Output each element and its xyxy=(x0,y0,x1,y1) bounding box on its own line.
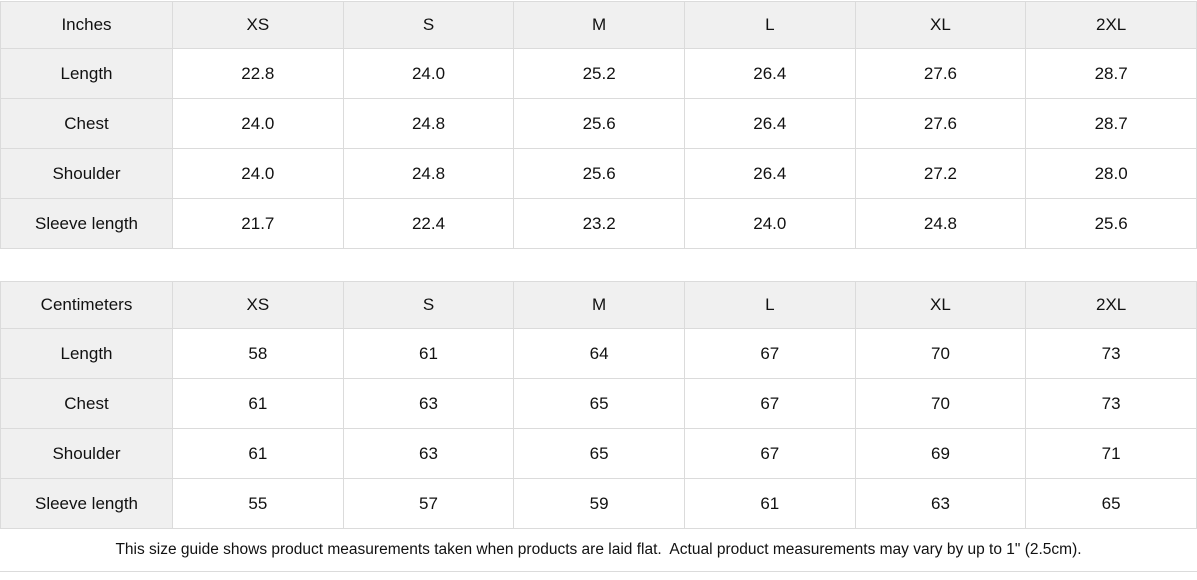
measurement-cell: 67 xyxy=(683,428,856,479)
table-row-sleeve-length: Sleeve length 55 57 59 61 63 65 xyxy=(0,478,1197,529)
measurement-cell: 73 xyxy=(1025,378,1197,429)
measurement-cell: 59 xyxy=(513,478,685,529)
measurement-cell: 63 xyxy=(342,428,515,479)
measurement-cell: 25.6 xyxy=(513,98,685,149)
measurement-cell: 69 xyxy=(854,428,1027,479)
row-label: Length xyxy=(0,48,173,99)
column-header-xs: XS xyxy=(172,281,344,329)
measurement-cell: 24.0 xyxy=(172,148,344,199)
column-header-2xl: 2XL xyxy=(1025,1,1197,49)
column-header-m: M xyxy=(513,281,685,329)
row-label: Length xyxy=(0,328,173,379)
measurement-cell: 65 xyxy=(513,428,685,479)
measurement-cell: 67 xyxy=(683,378,856,429)
table-row-length: Length 58 61 64 67 70 73 xyxy=(0,328,1197,379)
measurement-cell: 61 xyxy=(683,478,856,529)
measurement-cell: 63 xyxy=(854,478,1027,529)
row-label: Sleeve length xyxy=(0,198,173,249)
row-label: Sleeve length xyxy=(0,478,173,529)
row-label: Chest xyxy=(0,378,173,429)
column-header-m: M xyxy=(513,1,685,49)
measurement-cell: 61 xyxy=(342,328,515,379)
table-row-shoulder: Shoulder 61 63 65 67 69 71 xyxy=(0,428,1197,479)
column-header-2xl: 2XL xyxy=(1025,281,1197,329)
measurement-cell: 27.6 xyxy=(854,48,1027,99)
column-header-xs: XS xyxy=(172,1,344,49)
measurement-cell: 28.0 xyxy=(1025,148,1197,199)
measurement-cell: 61 xyxy=(172,378,344,429)
measurement-cell: 24.0 xyxy=(342,48,515,99)
measurement-cell: 22.4 xyxy=(342,198,515,249)
measurement-cell: 64 xyxy=(513,328,685,379)
measurement-cell: 25.6 xyxy=(1025,198,1197,249)
measurement-cell: 65 xyxy=(513,378,685,429)
measurement-cell: 70 xyxy=(854,328,1027,379)
measurement-cell: 73 xyxy=(1025,328,1197,379)
size-guide-disclaimer: This size guide shows product measuremen… xyxy=(0,529,1197,572)
measurement-cell: 26.4 xyxy=(683,48,856,99)
measurement-cell: 22.8 xyxy=(172,48,344,99)
measurement-cell: 23.2 xyxy=(513,198,685,249)
measurement-cell: 21.7 xyxy=(172,198,344,249)
inches-header-row: Inches XS S M L XL 2XL xyxy=(0,1,1197,49)
column-header-s: S xyxy=(342,1,515,49)
unit-header-centimeters: Centimeters xyxy=(0,281,173,329)
measurement-cell: 28.7 xyxy=(1025,48,1197,99)
measurement-cell: 24.0 xyxy=(172,98,344,149)
column-header-l: L xyxy=(683,281,856,329)
column-header-xl: XL xyxy=(854,1,1027,49)
centimeters-header-row: Centimeters XS S M L XL 2XL xyxy=(0,281,1197,329)
measurement-cell: 27.6 xyxy=(854,98,1027,149)
measurement-cell: 70 xyxy=(854,378,1027,429)
measurement-cell: 24.0 xyxy=(683,198,856,249)
table-row-length: Length 22.8 24.0 25.2 26.4 27.6 28.7 xyxy=(0,48,1197,99)
measurement-cell: 61 xyxy=(172,428,344,479)
measurement-cell: 24.8 xyxy=(342,148,515,199)
measurement-cell: 24.8 xyxy=(854,198,1027,249)
row-label: Chest xyxy=(0,98,173,149)
table-row-chest: Chest 24.0 24.8 25.6 26.4 27.6 28.7 xyxy=(0,98,1197,149)
centimeters-size-table: Centimeters XS S M L XL 2XL Length 58 61… xyxy=(0,281,1197,529)
measurement-cell: 71 xyxy=(1025,428,1197,479)
column-header-xl: XL xyxy=(854,281,1027,329)
measurement-cell: 25.6 xyxy=(513,148,685,199)
measurement-cell: 24.8 xyxy=(342,98,515,149)
measurement-cell: 25.2 xyxy=(513,48,685,99)
table-row-sleeve-length: Sleeve length 21.7 22.4 23.2 24.0 24.8 2… xyxy=(0,198,1197,249)
measurement-cell: 65 xyxy=(1025,478,1197,529)
table-row-chest: Chest 61 63 65 67 70 73 xyxy=(0,378,1197,429)
measurement-cell: 63 xyxy=(342,378,515,429)
row-label: Shoulder xyxy=(0,148,173,199)
inches-size-table: Inches XS S M L XL 2XL Length 22.8 24.0 … xyxy=(0,1,1197,249)
column-header-l: L xyxy=(683,1,856,49)
column-header-s: S xyxy=(342,281,515,329)
measurement-cell: 28.7 xyxy=(1025,98,1197,149)
row-label: Shoulder xyxy=(0,428,173,479)
measurement-cell: 27.2 xyxy=(854,148,1027,199)
measurement-cell: 58 xyxy=(172,328,344,379)
table-row-shoulder: Shoulder 24.0 24.8 25.6 26.4 27.2 28.0 xyxy=(0,148,1197,199)
measurement-cell: 57 xyxy=(342,478,515,529)
measurement-cell: 55 xyxy=(172,478,344,529)
measurement-cell: 26.4 xyxy=(683,98,856,149)
measurement-cell: 67 xyxy=(683,328,856,379)
unit-header-inches: Inches xyxy=(0,1,173,49)
measurement-cell: 26.4 xyxy=(683,148,856,199)
